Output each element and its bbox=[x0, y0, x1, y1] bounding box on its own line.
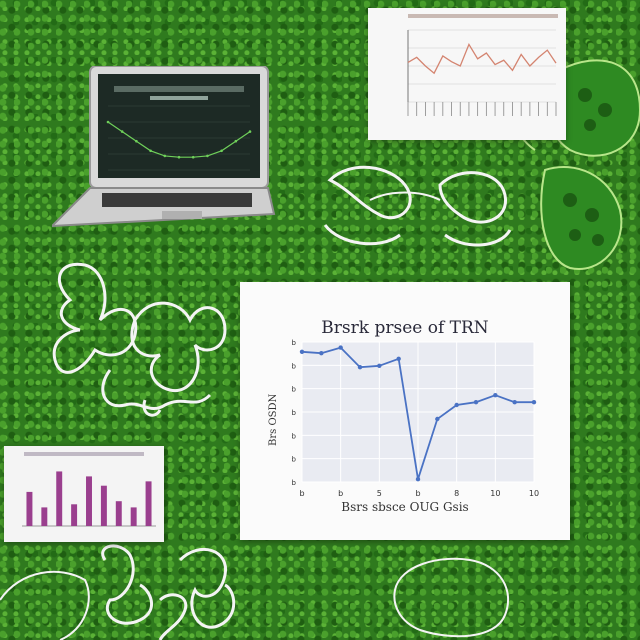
data-point bbox=[319, 351, 324, 356]
y-tick-label: b bbox=[292, 339, 297, 347]
loop-doodle bbox=[158, 593, 188, 640]
laptop-illustration bbox=[49, 65, 278, 234]
data-point bbox=[454, 402, 459, 408]
data-point bbox=[149, 149, 152, 153]
bar bbox=[71, 504, 78, 526]
loop-doodle bbox=[52, 262, 138, 374]
data-point bbox=[531, 400, 537, 405]
x-tick-label: 10 bbox=[529, 489, 539, 498]
data-point bbox=[234, 139, 238, 143]
data-point bbox=[120, 130, 124, 133]
loop-doodle bbox=[323, 224, 401, 246]
data-point bbox=[177, 155, 181, 159]
data-point bbox=[299, 349, 305, 354]
x-tick-label: 10 bbox=[490, 489, 500, 498]
x-tick-label: b bbox=[299, 489, 304, 498]
x-tick-label: 5 bbox=[377, 489, 382, 498]
loop-doodle bbox=[369, 191, 441, 201]
bar bbox=[41, 507, 48, 526]
loop-doodle bbox=[327, 165, 412, 220]
y-tick-label: b bbox=[292, 386, 297, 394]
data-point bbox=[415, 477, 421, 482]
data-point bbox=[106, 120, 110, 124]
bar bbox=[26, 491, 33, 526]
plant-cells bbox=[563, 88, 612, 246]
leaf-doodle bbox=[0, 570, 90, 640]
chart-title: Brsrk prsee of TRN bbox=[321, 318, 489, 338]
x-tick-label: 8 bbox=[454, 489, 459, 498]
y-tick-label: b bbox=[292, 432, 297, 440]
y-tick-label: b bbox=[292, 362, 297, 370]
bar bbox=[130, 507, 137, 526]
y-tick-label: b bbox=[292, 409, 297, 417]
x-tick-label: b bbox=[338, 489, 343, 498]
bar bbox=[100, 485, 107, 526]
data-point bbox=[206, 154, 209, 158]
data-point bbox=[191, 155, 195, 159]
bar bbox=[56, 471, 63, 526]
data-point bbox=[248, 130, 252, 133]
data-point bbox=[493, 393, 498, 398]
small-bar-chart bbox=[4, 446, 164, 542]
data-point bbox=[435, 416, 440, 422]
data-point bbox=[357, 365, 363, 370]
data-point bbox=[473, 400, 479, 405]
loop-doodle bbox=[438, 171, 507, 224]
small-line-chart-card bbox=[368, 8, 566, 140]
data-point bbox=[163, 154, 167, 158]
data-point bbox=[377, 363, 382, 368]
x-tick-label: b bbox=[415, 489, 420, 498]
small-bar-chart-card bbox=[4, 446, 164, 542]
y-tick-label: b bbox=[292, 479, 297, 487]
laptop-svg bbox=[49, 65, 276, 228]
loop-doodle bbox=[178, 547, 236, 629]
data-point bbox=[338, 345, 343, 350]
loop-doodle bbox=[101, 544, 153, 625]
loop-doodle bbox=[130, 301, 227, 393]
bar bbox=[115, 501, 122, 526]
loop-doodle bbox=[444, 229, 512, 247]
y-tick-label: b bbox=[292, 456, 297, 464]
data-point bbox=[220, 149, 223, 153]
bar bbox=[86, 476, 92, 526]
y-axis-label: Brs OSDN bbox=[268, 393, 279, 446]
data-point bbox=[512, 400, 517, 405]
series-line bbox=[407, 42, 557, 75]
data-point bbox=[396, 356, 401, 361]
bar bbox=[145, 481, 152, 526]
data-point bbox=[135, 139, 138, 143]
loop-doodle bbox=[142, 399, 162, 417]
small-line-chart bbox=[368, 8, 566, 140]
laptop-trackpad bbox=[162, 211, 202, 219]
laptop-keys bbox=[102, 193, 252, 207]
x-axis-label: Bsrs sbsce OUG Gsis bbox=[341, 500, 469, 514]
main-line-chart-card: Brsrk prsee of TRN b b 5 b 8 10 10 b b b b b b b Bsrs… bbox=[240, 282, 570, 540]
leaf-doodle bbox=[393, 557, 510, 638]
